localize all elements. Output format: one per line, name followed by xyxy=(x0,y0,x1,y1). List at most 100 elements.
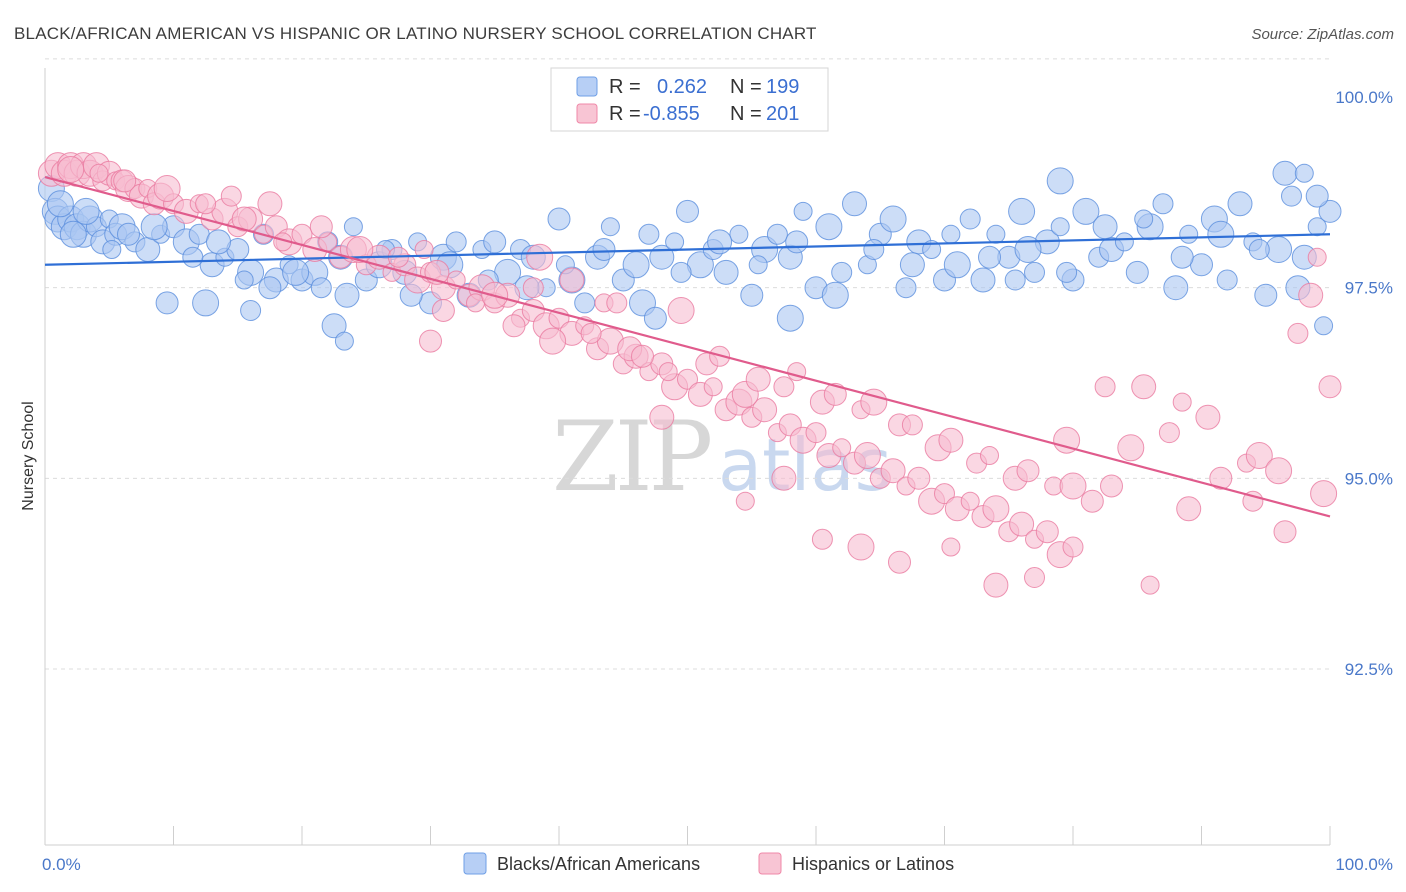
data-point xyxy=(1008,197,1036,225)
data-point xyxy=(713,259,739,285)
data-point xyxy=(155,291,179,315)
data-point xyxy=(1248,239,1270,260)
data-point xyxy=(748,255,768,275)
data-point xyxy=(539,327,567,355)
data-point xyxy=(773,376,795,398)
watermark-zip: ZIP xyxy=(552,401,711,513)
data-point xyxy=(670,261,692,283)
data-point xyxy=(888,550,911,574)
data-point xyxy=(1209,466,1233,490)
data-point xyxy=(1305,184,1329,208)
data-point xyxy=(978,245,1001,269)
data-point xyxy=(983,572,1009,598)
data-point xyxy=(1009,511,1035,537)
data-point xyxy=(1131,374,1157,400)
data-point xyxy=(658,362,678,382)
data-point xyxy=(735,491,755,511)
data-point xyxy=(707,229,733,255)
series-legend: Blacks/African Americans Hispanics or La… xyxy=(463,852,954,875)
data-point xyxy=(113,169,137,193)
legend-swatch-hispanics xyxy=(576,103,598,124)
legend-label-hispanics: Hispanics or Latinos xyxy=(792,854,954,874)
grid-lines xyxy=(45,58,1330,670)
data-point xyxy=(46,190,74,218)
data-point xyxy=(1158,422,1180,444)
data-point xyxy=(334,282,360,308)
data-point xyxy=(522,277,544,299)
data-point xyxy=(766,223,788,245)
data-point xyxy=(622,251,650,279)
data-point xyxy=(752,397,778,423)
data-point xyxy=(1273,520,1297,544)
data-point xyxy=(1170,245,1194,269)
y-tick-label: 97.5% xyxy=(1345,279,1393,298)
trend-lines xyxy=(44,176,1331,518)
data-point xyxy=(231,206,257,232)
data-point xyxy=(1190,253,1213,277)
data-point xyxy=(574,292,596,314)
data-point xyxy=(831,261,853,283)
y-tick-label: 92.5% xyxy=(1345,660,1393,679)
legend-swatch-blacks-bottom xyxy=(463,852,487,875)
data-point xyxy=(821,281,849,309)
data-point xyxy=(805,422,827,444)
data-point xyxy=(258,276,282,300)
data-point xyxy=(502,314,526,338)
data-point xyxy=(1176,496,1202,522)
data-point xyxy=(559,267,585,293)
series-hispanics-points xyxy=(37,152,1342,598)
data-point xyxy=(1163,275,1189,301)
data-point xyxy=(445,231,467,253)
data-point xyxy=(1125,260,1149,284)
legend-r-value-hispanics: -0.855 xyxy=(643,103,700,125)
y-tick-label: 100.0% xyxy=(1335,88,1393,107)
data-point xyxy=(580,322,602,344)
data-point xyxy=(1035,520,1059,544)
data-point xyxy=(643,306,667,330)
data-point xyxy=(419,329,442,353)
data-point xyxy=(310,277,332,299)
data-point xyxy=(220,185,242,207)
data-point xyxy=(89,163,109,183)
data-point xyxy=(1016,459,1040,483)
data-point xyxy=(1152,193,1174,215)
data-point xyxy=(592,238,616,261)
data-point xyxy=(677,368,698,390)
data-point xyxy=(1092,214,1118,240)
data-point xyxy=(1227,191,1253,217)
data-point xyxy=(72,197,100,225)
data-point xyxy=(1046,167,1074,195)
y-axis-label: Nursery School xyxy=(20,401,37,510)
data-point xyxy=(740,283,764,307)
data-point xyxy=(960,491,980,511)
data-point xyxy=(879,205,907,233)
data-point xyxy=(980,446,999,465)
data-point xyxy=(941,537,961,557)
data-point xyxy=(1314,316,1334,336)
data-point xyxy=(1216,269,1238,291)
data-point xyxy=(600,217,620,237)
tick-labels: 92.5% 95.0% 97.5% 100.0% 0.0% 100.0% xyxy=(42,88,1393,874)
data-point xyxy=(982,495,1010,523)
data-point xyxy=(811,528,833,550)
data-point xyxy=(1140,575,1160,595)
data-point xyxy=(986,224,1006,244)
axes xyxy=(44,68,1331,846)
data-point xyxy=(638,223,660,245)
data-point xyxy=(346,236,374,263)
data-point xyxy=(257,191,283,217)
legend-swatch-hispanics-bottom xyxy=(758,852,782,875)
data-point xyxy=(102,240,122,259)
legend-r-label-blacks: R = xyxy=(609,76,641,98)
data-point xyxy=(1072,197,1100,225)
data-point xyxy=(483,230,507,254)
data-point xyxy=(195,193,217,215)
data-point xyxy=(1298,282,1324,308)
data-point xyxy=(1100,474,1123,498)
data-point xyxy=(547,207,571,231)
data-point xyxy=(1117,434,1145,462)
data-point xyxy=(1179,224,1199,244)
data-point xyxy=(959,208,981,230)
data-point xyxy=(234,270,254,290)
data-point xyxy=(1014,236,1042,263)
